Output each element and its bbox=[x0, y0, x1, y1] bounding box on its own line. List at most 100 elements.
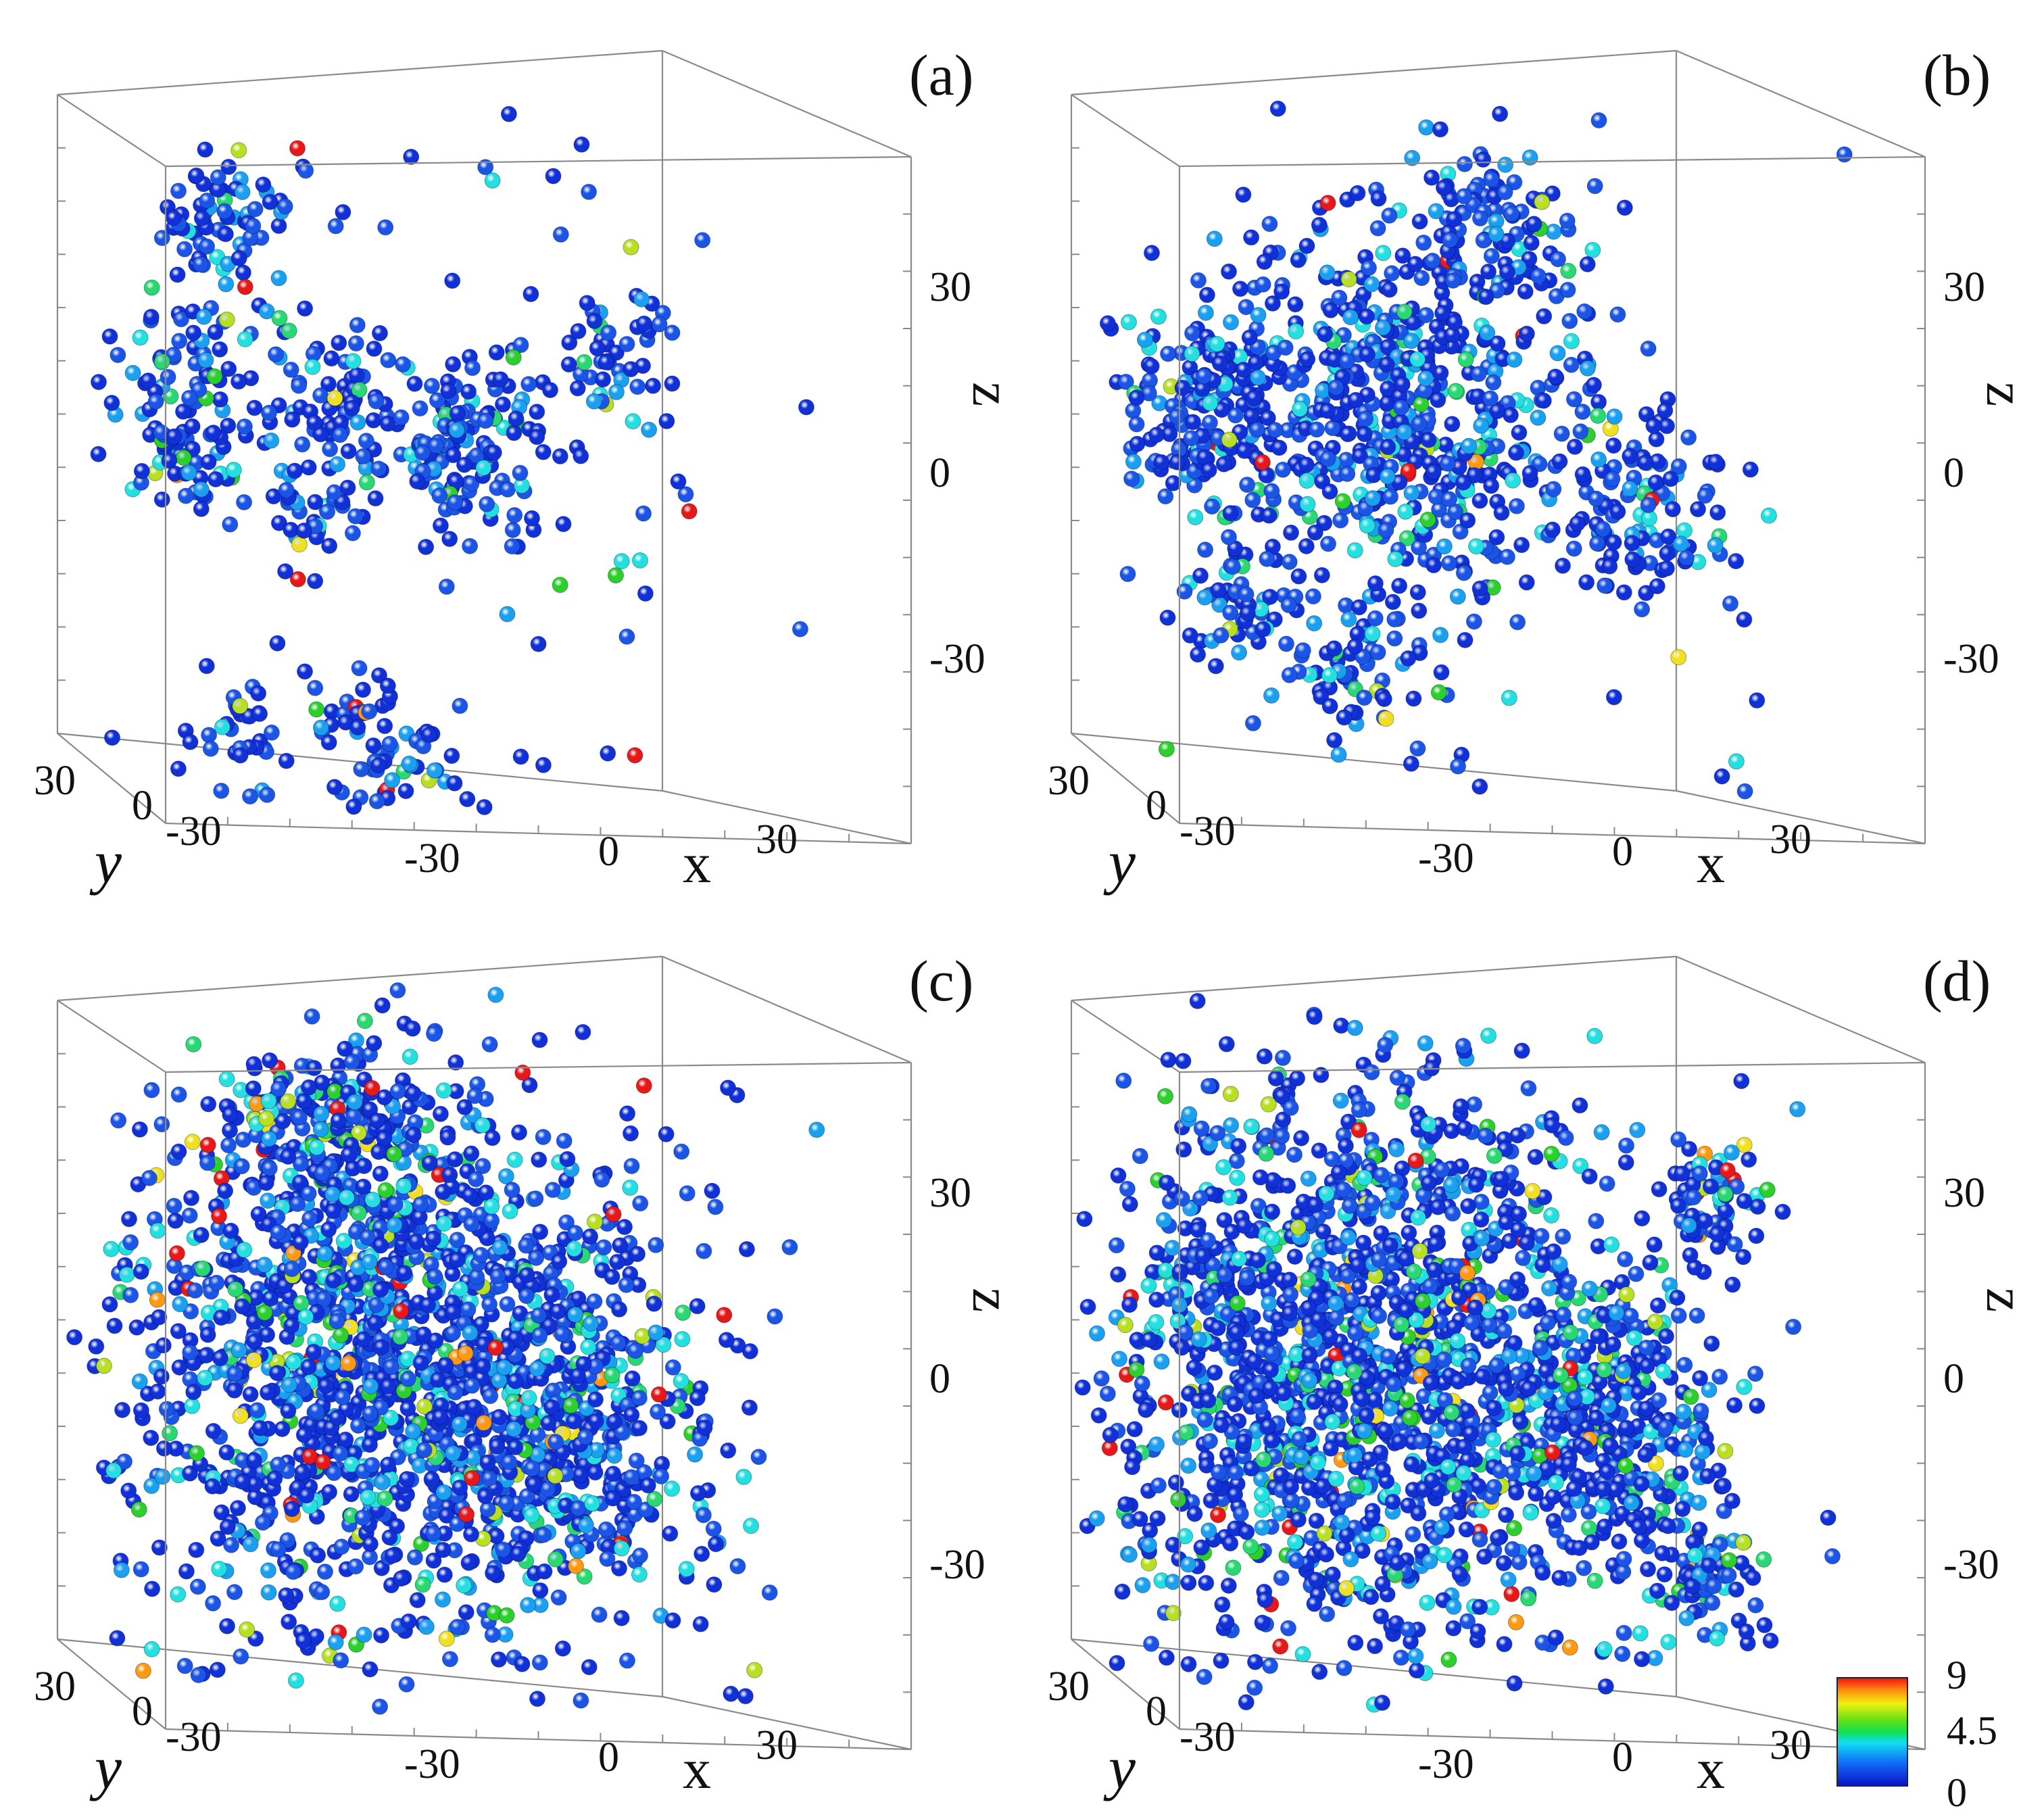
particle bbox=[343, 399, 360, 416]
particle bbox=[635, 505, 652, 522]
particle bbox=[489, 1268, 506, 1285]
particle bbox=[313, 1105, 330, 1122]
particle bbox=[1319, 402, 1336, 419]
particle bbox=[1561, 312, 1578, 329]
particle bbox=[435, 1184, 452, 1201]
particle bbox=[1363, 276, 1380, 293]
particle bbox=[1175, 1052, 1192, 1069]
particle bbox=[1648, 431, 1665, 447]
box-edge bbox=[1179, 155, 1926, 168]
particle bbox=[1088, 1510, 1105, 1527]
particle bbox=[720, 1442, 737, 1459]
particle bbox=[1093, 1370, 1110, 1387]
particle bbox=[175, 450, 192, 466]
particle bbox=[1478, 289, 1494, 306]
particle bbox=[524, 510, 540, 527]
particle bbox=[1606, 408, 1623, 425]
particle bbox=[1184, 345, 1200, 362]
particle bbox=[270, 218, 287, 235]
particle bbox=[1409, 740, 1426, 757]
particle bbox=[530, 635, 547, 652]
particle bbox=[91, 374, 107, 391]
particle bbox=[1359, 346, 1376, 363]
particle bbox=[681, 503, 698, 520]
particle bbox=[368, 393, 385, 410]
particle bbox=[1450, 758, 1466, 775]
particle bbox=[353, 760, 370, 777]
particle bbox=[1483, 171, 1500, 188]
particle bbox=[1616, 199, 1633, 216]
particle bbox=[314, 1584, 331, 1601]
particle bbox=[1099, 1385, 1116, 1402]
particle bbox=[372, 1698, 389, 1715]
y-tick-label: 0 bbox=[132, 1689, 153, 1735]
particle bbox=[808, 1121, 825, 1138]
particle bbox=[1143, 1635, 1160, 1652]
particle bbox=[634, 1328, 651, 1344]
particle bbox=[88, 1338, 105, 1355]
particle bbox=[1359, 517, 1376, 534]
particle bbox=[531, 1032, 548, 1048]
particle bbox=[1654, 1545, 1671, 1561]
particle bbox=[1148, 427, 1165, 443]
particle bbox=[308, 1403, 325, 1420]
particle bbox=[188, 167, 205, 184]
particle bbox=[1446, 314, 1463, 331]
particle bbox=[230, 373, 247, 390]
particle bbox=[1342, 309, 1359, 326]
particle bbox=[1513, 537, 1530, 554]
particle bbox=[658, 413, 675, 429]
particle bbox=[300, 1359, 317, 1375]
particle bbox=[1381, 281, 1398, 298]
particle bbox=[193, 500, 210, 517]
particle bbox=[236, 418, 253, 435]
particle bbox=[1585, 377, 1602, 393]
particle bbox=[334, 1389, 351, 1406]
particle bbox=[372, 1165, 389, 1182]
particle bbox=[504, 522, 521, 538]
particle bbox=[463, 1145, 480, 1162]
particle bbox=[1364, 490, 1381, 507]
particle bbox=[1707, 454, 1724, 470]
particle bbox=[1663, 1595, 1680, 1612]
particle bbox=[1317, 326, 1334, 343]
particle bbox=[340, 1146, 357, 1163]
particle bbox=[1311, 1142, 1328, 1159]
particle bbox=[297, 162, 314, 179]
particle bbox=[1196, 589, 1213, 606]
particle bbox=[249, 1402, 266, 1419]
particle bbox=[610, 1334, 627, 1351]
particle bbox=[199, 192, 216, 209]
particle bbox=[635, 1077, 652, 1094]
particle bbox=[452, 1280, 468, 1297]
particle bbox=[376, 718, 393, 734]
particle bbox=[343, 1486, 360, 1503]
particle bbox=[1110, 1266, 1127, 1283]
particle bbox=[1117, 1317, 1134, 1334]
particle bbox=[484, 172, 501, 189]
particle bbox=[542, 382, 558, 398]
particle bbox=[192, 256, 209, 272]
particle bbox=[258, 1174, 274, 1191]
particle bbox=[543, 1399, 560, 1415]
particle bbox=[707, 1198, 724, 1215]
particle bbox=[706, 1576, 723, 1593]
particle bbox=[449, 1251, 466, 1268]
particle bbox=[1176, 583, 1193, 600]
particle bbox=[197, 1370, 214, 1386]
particle bbox=[1728, 753, 1745, 770]
particle bbox=[1319, 450, 1336, 467]
particle bbox=[1278, 635, 1294, 652]
particle bbox=[149, 1383, 166, 1400]
particle bbox=[180, 464, 197, 481]
particle bbox=[1079, 1299, 1096, 1315]
particle bbox=[1254, 454, 1271, 470]
particle bbox=[1455, 564, 1472, 581]
particle bbox=[477, 412, 494, 429]
particle bbox=[1595, 520, 1611, 537]
particle bbox=[441, 531, 458, 548]
particle bbox=[218, 311, 235, 328]
particle bbox=[149, 1222, 166, 1239]
particle bbox=[364, 1191, 381, 1208]
